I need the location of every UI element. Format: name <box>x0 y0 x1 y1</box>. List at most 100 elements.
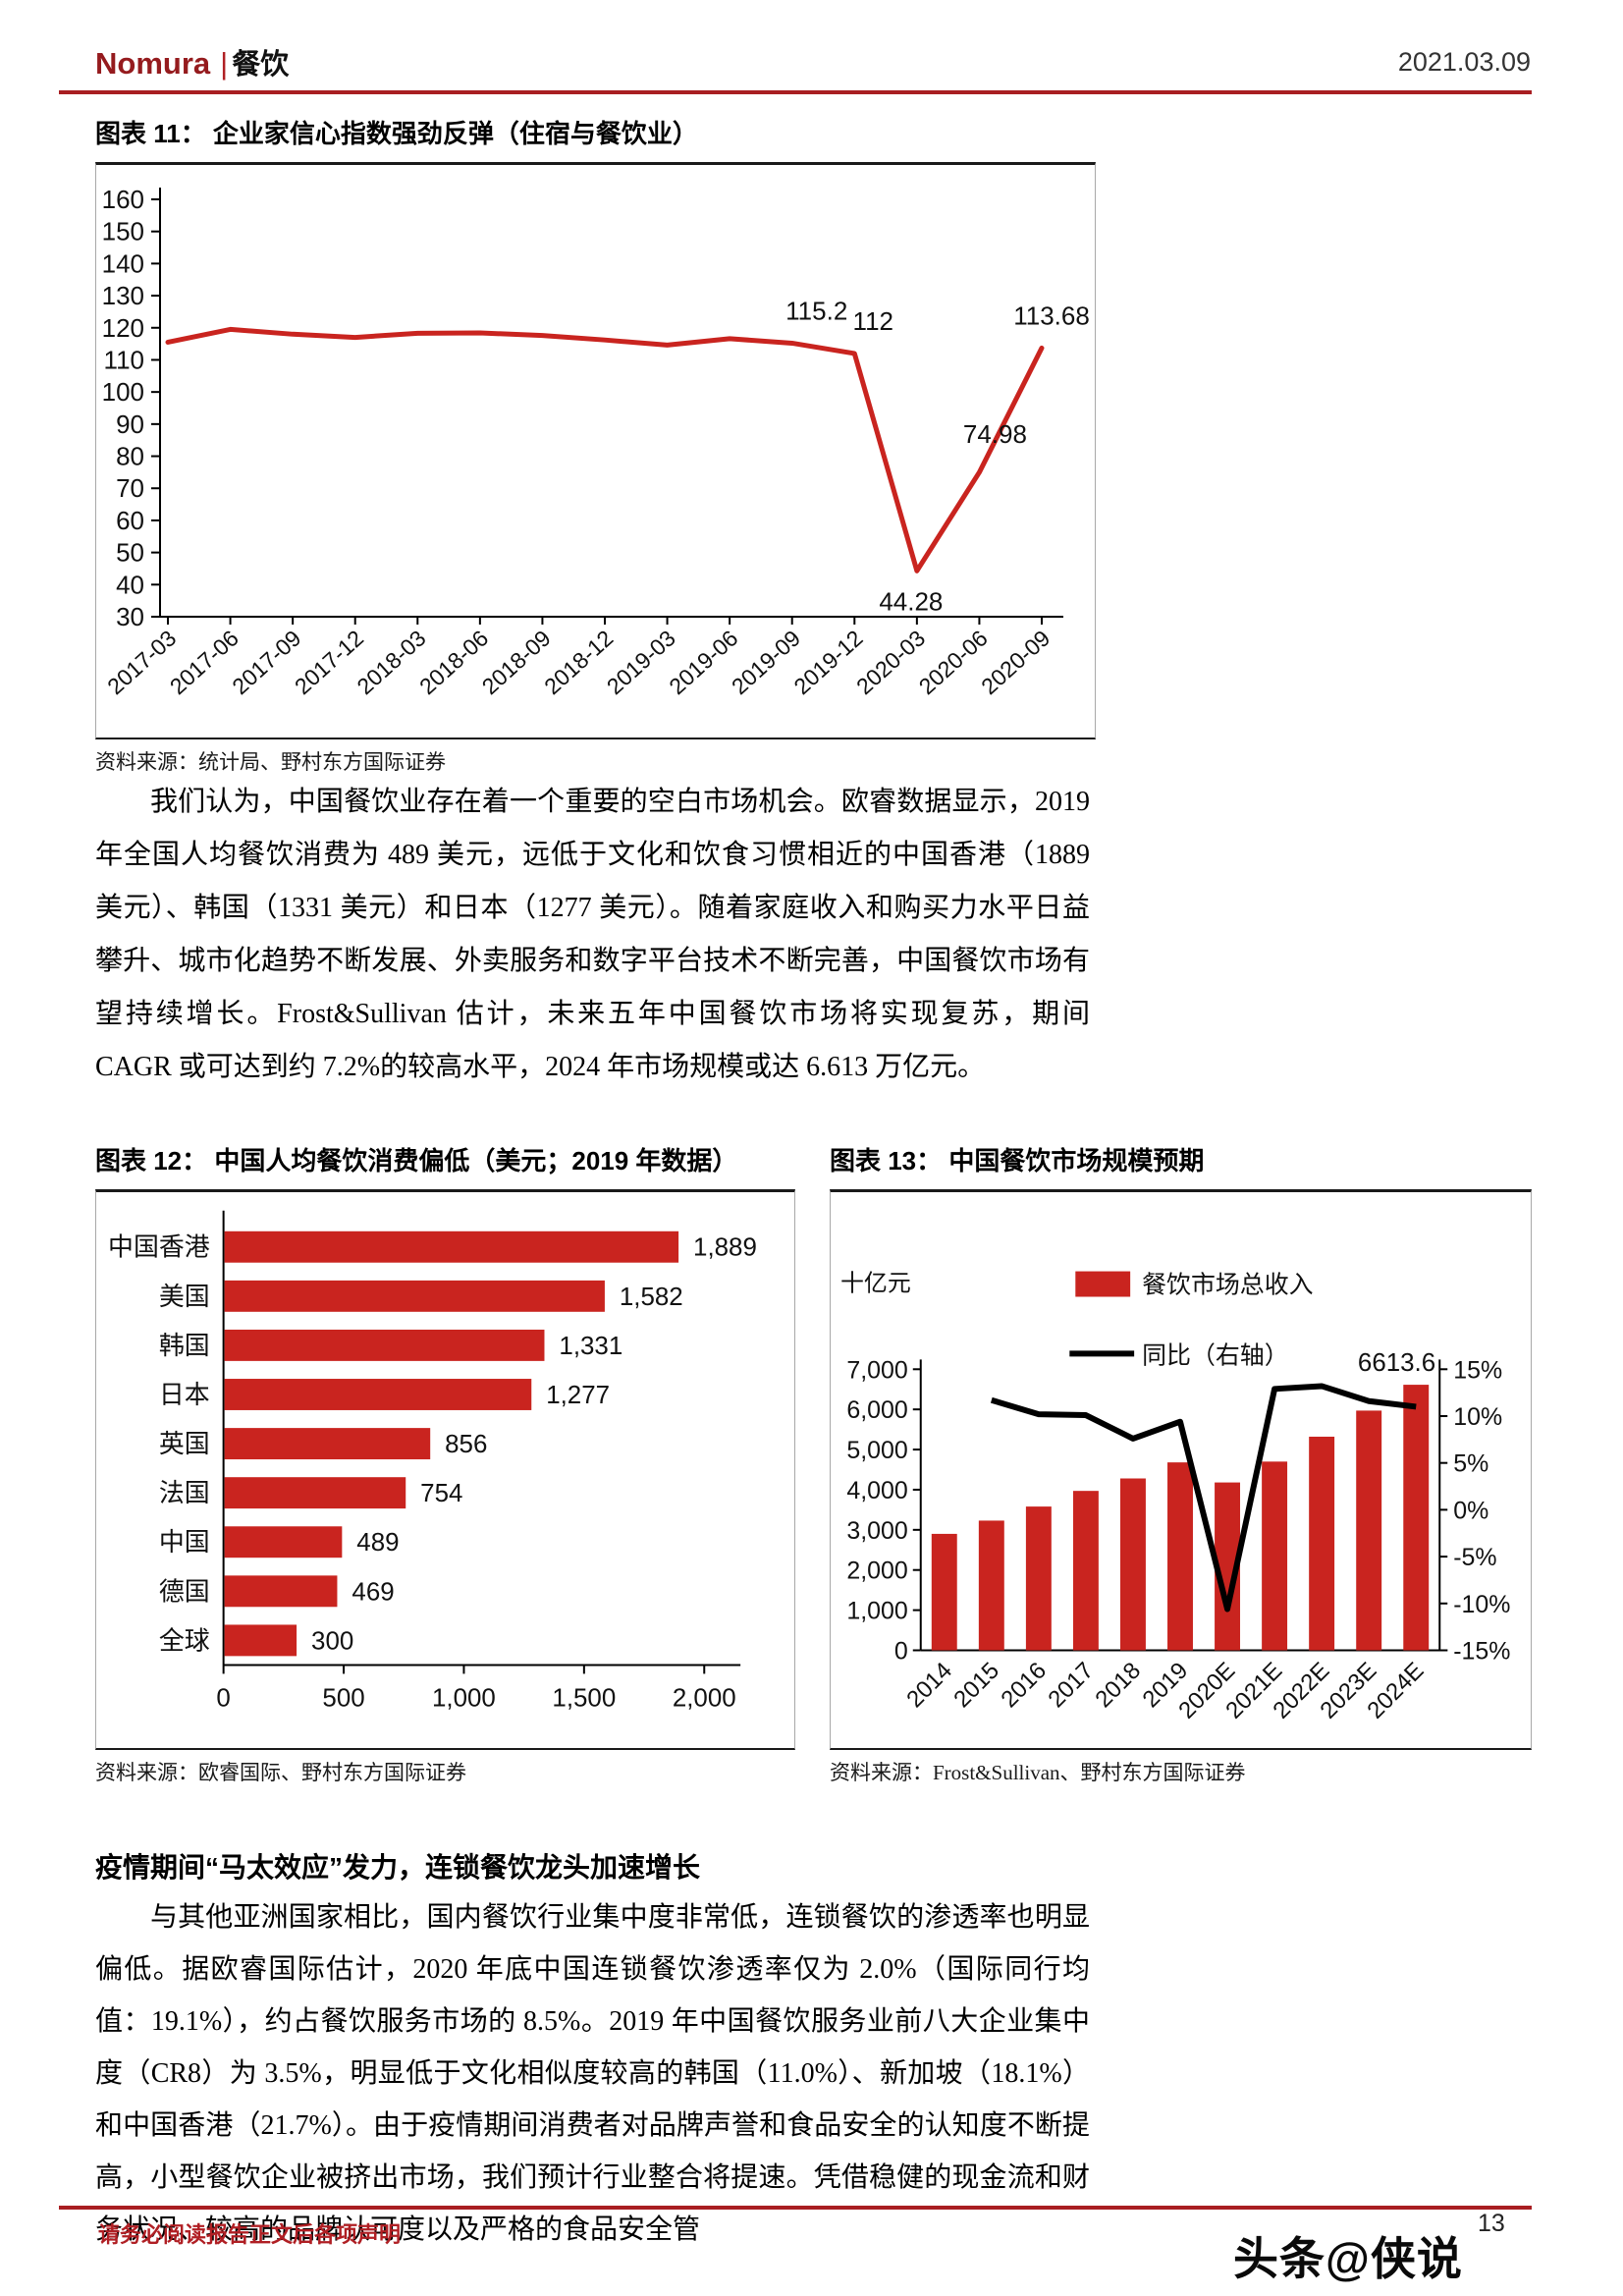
figure-13: 图表 13： 中国餐饮市场规模预期 十亿元 餐饮市场总收入 同比（右轴） 0 1,000… <box>830 1141 1532 1786</box>
svg-text:150: 150 <box>102 217 144 246</box>
svg-text:2018-09: 2018-09 <box>477 625 556 699</box>
per-capita-consumption-bar-chart: 中国香港 1,889 美国 1,582 韩国 1,331 日本 1,277 英国 856 法国 754… <box>108 1210 757 1712</box>
svg-text:2019-09: 2019-09 <box>727 625 805 699</box>
svg-text:2017-12: 2017-12 <box>290 625 368 699</box>
svg-text:全球: 全球 <box>159 1626 210 1655</box>
svg-text:0%: 0% <box>1453 1497 1488 1524</box>
svg-text:100: 100 <box>102 377 144 407</box>
svg-text:1,500: 1,500 <box>552 1684 616 1712</box>
svg-text:6613.6: 6613.6 <box>1358 1349 1435 1377</box>
svg-text:60: 60 <box>116 506 144 535</box>
svg-text:4,000: 4,000 <box>846 1477 907 1504</box>
figure-13-title: 图表 13： 中国餐饮市场规模预期 <box>830 1146 1205 1175</box>
svg-text:2019-12: 2019-12 <box>788 625 867 699</box>
figure-13-source: 资料来源：Frost&Sullivan、野村东方国际证券 <box>830 1761 1246 1784</box>
svg-text:2018-12: 2018-12 <box>539 625 618 699</box>
svg-text:美国: 美国 <box>159 1283 210 1311</box>
svg-text:50: 50 <box>116 538 144 568</box>
figure-12: 图表 12： 中国人均餐饮消费偏低（美元；2019 年数据） 中国香港 1,889… <box>95 1141 795 1786</box>
figure-11: 图表 11： 企业家信心指数强劲反弹（住宿与餐饮业） 30 40 50 60 70 80 9… <box>95 114 1096 776</box>
svg-text:489: 489 <box>356 1529 399 1557</box>
svg-text:112: 112 <box>853 306 893 336</box>
figure-11-source: 资料来源：统计局、野村东方国际证券 <box>95 750 446 774</box>
header-rule <box>59 90 1532 94</box>
svg-text:2018: 2018 <box>1090 1658 1146 1714</box>
svg-text:2017-03: 2017-03 <box>102 625 181 699</box>
svg-text:1,000: 1,000 <box>432 1684 496 1712</box>
svg-text:15%: 15% <box>1453 1356 1502 1384</box>
svg-text:90: 90 <box>116 410 144 439</box>
section-heading: 疫情期间“马太效应”发力，连锁餐饮龙头加速增长 <box>95 1852 701 1883</box>
svg-text:300: 300 <box>311 1627 353 1655</box>
svg-text:0: 0 <box>216 1684 230 1712</box>
svg-text:2,000: 2,000 <box>673 1684 736 1712</box>
figure-11-frame: 30 40 50 60 70 80 90 100 110 120 130 140 150 160 2017-… <box>95 162 1096 739</box>
figure-12-title: 图表 12： 中国人均餐饮消费偏低（美元；2019 年数据） <box>95 1146 738 1175</box>
svg-text:1,277: 1,277 <box>546 1382 610 1409</box>
svg-text:-10%: -10% <box>1453 1591 1510 1618</box>
svg-text:2014: 2014 <box>901 1658 957 1714</box>
svg-text:115.2: 115.2 <box>785 296 847 325</box>
svg-text:德国: 德国 <box>159 1577 210 1606</box>
figure-13-frame: 十亿元 餐饮市场总收入 同比（右轴） 0 1,000 2,000 3,000 4,000 5,0… <box>830 1189 1532 1750</box>
body-paragraph-2: 与其他亚洲国家相比，国内餐饮行业集中度非常低，连锁餐饮的渗透率也明显偏低。据欧睿… <box>95 1902 1090 2245</box>
svg-text:1,000: 1,000 <box>846 1598 907 1625</box>
svg-text:0: 0 <box>894 1637 908 1665</box>
svg-text:1,889: 1,889 <box>693 1234 757 1262</box>
svg-text:法国: 法国 <box>159 1479 210 1507</box>
svg-text:2020-06: 2020-06 <box>914 625 993 699</box>
header-separator: | <box>220 46 229 81</box>
page-number: 13 <box>1478 2210 1505 2237</box>
svg-text:5,000: 5,000 <box>846 1437 907 1464</box>
svg-text:5%: 5% <box>1453 1450 1488 1478</box>
svg-text:2016: 2016 <box>996 1658 1052 1714</box>
svg-text:70: 70 <box>116 473 144 503</box>
svg-text:140: 140 <box>102 248 144 278</box>
svg-text:2015: 2015 <box>948 1658 1004 1714</box>
report-date: 2021.03.09 <box>1397 47 1531 77</box>
svg-text:113.68: 113.68 <box>1013 301 1090 330</box>
svg-text:40: 40 <box>116 570 144 599</box>
svg-text:2017: 2017 <box>1043 1658 1099 1714</box>
svg-text:韩国: 韩国 <box>159 1332 210 1360</box>
svg-text:754: 754 <box>420 1480 462 1507</box>
svg-text:1,331: 1,331 <box>559 1333 622 1360</box>
svg-text:3,000: 3,000 <box>846 1517 907 1545</box>
svg-text:6,000: 6,000 <box>846 1396 907 1424</box>
svg-text:2019-06: 2019-06 <box>664 625 742 699</box>
figure-12-frame: 中国香港 1,889 美国 1,582 韩国 1,331 日本 1,277 英国 856 法国 754… <box>95 1189 795 1750</box>
svg-text:2018-03: 2018-03 <box>352 625 430 699</box>
header-section-label: 餐饮 <box>232 49 290 81</box>
watermark-text: 头条@侠说 <box>1233 2233 1463 2284</box>
svg-text:2019-03: 2019-03 <box>602 625 680 699</box>
svg-text:1,582: 1,582 <box>620 1284 683 1311</box>
svg-text:856: 856 <box>445 1431 487 1458</box>
nomura-logo: Nomura <box>95 46 211 81</box>
svg-text:中国香港: 中国香港 <box>108 1233 210 1262</box>
footer-disclaimer: 请务必阅读报告正文后各项声明 <box>98 2222 402 2247</box>
svg-text:160: 160 <box>102 185 144 214</box>
svg-text:10%: 10% <box>1453 1403 1502 1431</box>
svg-text:80: 80 <box>116 442 144 471</box>
body-paragraph-1: 我们认为，中国餐饮业存在着一个重要的空白市场机会。欧睿数据显示，2019 年全国… <box>95 787 1090 1082</box>
svg-text:469: 469 <box>352 1578 394 1606</box>
svg-text:英国: 英国 <box>159 1430 210 1458</box>
svg-text:2,000: 2,000 <box>846 1558 907 1585</box>
svg-text:7,000: 7,000 <box>846 1356 907 1384</box>
footer-rule <box>59 2206 1532 2210</box>
figure-11-title: 图表 11： 企业家信心指数强劲反弹（住宿与餐饮业） <box>95 119 698 148</box>
svg-text:2018-06: 2018-06 <box>414 625 493 699</box>
svg-text:2020-03: 2020-03 <box>851 625 930 699</box>
svg-text:110: 110 <box>104 345 144 374</box>
svg-text:2020-09: 2020-09 <box>976 625 1055 699</box>
svg-text:500: 500 <box>322 1684 364 1712</box>
svg-text:2017-09: 2017-09 <box>227 625 305 699</box>
svg-text:-15%: -15% <box>1453 1637 1510 1665</box>
svg-text:2017-06: 2017-06 <box>165 625 243 699</box>
report-header: Nomura | 餐饮 <box>95 41 289 82</box>
svg-text:十亿元: 十亿元 <box>840 1271 911 1297</box>
svg-text:120: 120 <box>102 313 144 343</box>
